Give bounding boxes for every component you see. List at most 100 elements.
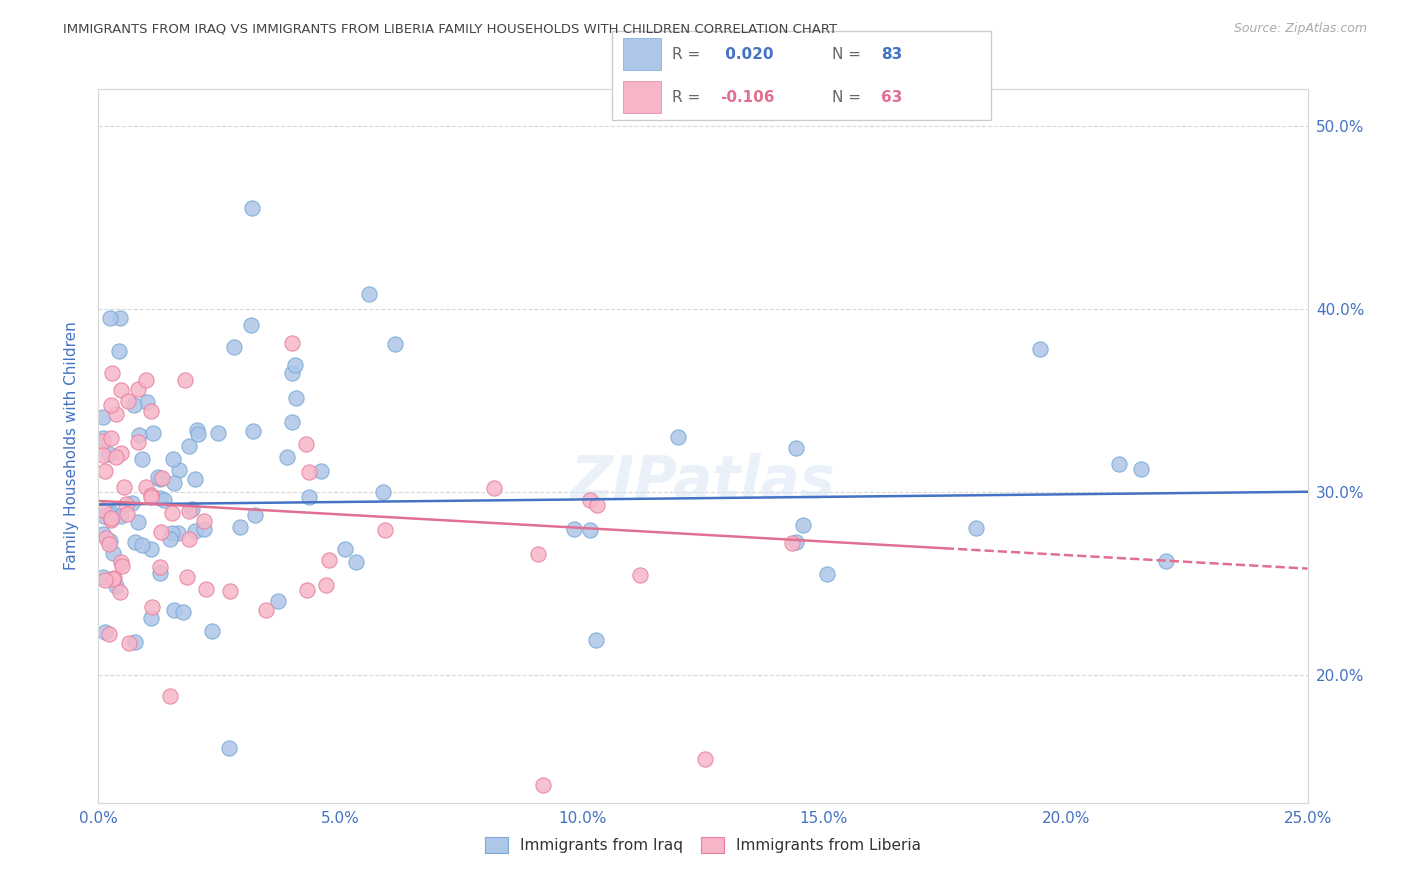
Point — [333, 542, 356, 557]
Point — [965, 521, 987, 535]
Point — [141, 600, 163, 615]
Point — [207, 426, 229, 441]
Text: Source: ZipAtlas.com: Source: ZipAtlas.com — [1233, 22, 1367, 36]
Point — [242, 425, 264, 439]
Point — [266, 594, 288, 608]
Point — [91, 431, 114, 445]
Point — [384, 337, 406, 351]
Point — [276, 450, 298, 464]
Point — [176, 570, 198, 584]
Point — [579, 492, 602, 507]
Point — [100, 431, 122, 445]
Point — [139, 403, 162, 417]
Point — [124, 535, 146, 549]
Point — [785, 441, 807, 455]
Point — [127, 383, 149, 397]
Point — [298, 490, 321, 504]
Point — [254, 602, 277, 616]
Point — [98, 310, 121, 325]
Point — [135, 372, 157, 386]
Point — [98, 507, 121, 521]
Point — [149, 566, 172, 580]
Point — [91, 570, 114, 584]
Point — [93, 573, 115, 587]
Point — [219, 583, 242, 598]
Point — [96, 531, 118, 545]
Point — [117, 394, 139, 409]
Point — [136, 394, 159, 409]
Point — [579, 523, 602, 537]
Text: 63: 63 — [882, 90, 903, 104]
Point — [91, 434, 114, 448]
Point — [110, 446, 132, 460]
Point — [139, 490, 162, 504]
Point — [127, 435, 149, 450]
Point — [100, 506, 122, 520]
Point — [91, 527, 114, 541]
Point — [374, 523, 396, 537]
Point — [201, 624, 224, 639]
Point — [139, 542, 162, 557]
Point — [91, 448, 114, 462]
Point — [218, 740, 240, 755]
Point — [184, 472, 207, 486]
Point — [114, 497, 136, 511]
Point — [98, 537, 121, 551]
Point — [1108, 457, 1130, 471]
Point — [186, 423, 208, 437]
Point — [124, 635, 146, 649]
FancyBboxPatch shape — [623, 38, 661, 70]
Point — [371, 484, 394, 499]
Text: N =: N = — [832, 90, 866, 104]
Point — [785, 535, 807, 549]
Point — [172, 605, 194, 619]
Point — [149, 472, 172, 486]
Point — [167, 525, 190, 540]
Point — [117, 507, 139, 521]
Text: R =: R = — [672, 90, 706, 104]
Point — [1154, 554, 1177, 568]
Point — [159, 532, 181, 546]
Point — [103, 571, 125, 585]
Point — [101, 546, 124, 560]
Point — [224, 341, 246, 355]
Point — [104, 579, 127, 593]
Point — [93, 508, 115, 523]
Point — [110, 310, 132, 325]
Point — [187, 427, 209, 442]
Point — [163, 476, 186, 491]
Point — [628, 567, 651, 582]
Point — [281, 367, 304, 381]
Point — [160, 525, 183, 540]
Point — [110, 508, 132, 523]
Point — [121, 495, 143, 509]
Point — [141, 488, 163, 502]
Point — [110, 555, 132, 569]
Point — [243, 508, 266, 522]
Point — [193, 522, 215, 536]
Point — [101, 366, 124, 380]
Point — [150, 471, 173, 485]
Point — [128, 428, 150, 442]
Point — [142, 425, 165, 440]
Point — [167, 463, 190, 477]
Point — [295, 583, 318, 598]
Point — [110, 383, 132, 397]
Point — [111, 558, 134, 573]
Point — [315, 577, 337, 591]
Text: -0.106: -0.106 — [720, 90, 775, 104]
Point — [100, 511, 122, 525]
Point — [359, 287, 381, 301]
Point — [344, 555, 367, 569]
Point — [484, 481, 506, 495]
Point — [91, 409, 114, 424]
Point — [177, 504, 200, 518]
Point — [184, 524, 207, 539]
Point — [815, 567, 838, 582]
Point — [586, 498, 609, 512]
Text: 83: 83 — [882, 47, 903, 62]
Point — [281, 415, 304, 429]
Point — [149, 525, 172, 540]
Point — [135, 480, 157, 494]
Text: IMMIGRANTS FROM IRAQ VS IMMIGRANTS FROM LIBERIA FAMILY HOUSEHOLDS WITH CHILDREN : IMMIGRANTS FROM IRAQ VS IMMIGRANTS FROM … — [63, 22, 838, 36]
